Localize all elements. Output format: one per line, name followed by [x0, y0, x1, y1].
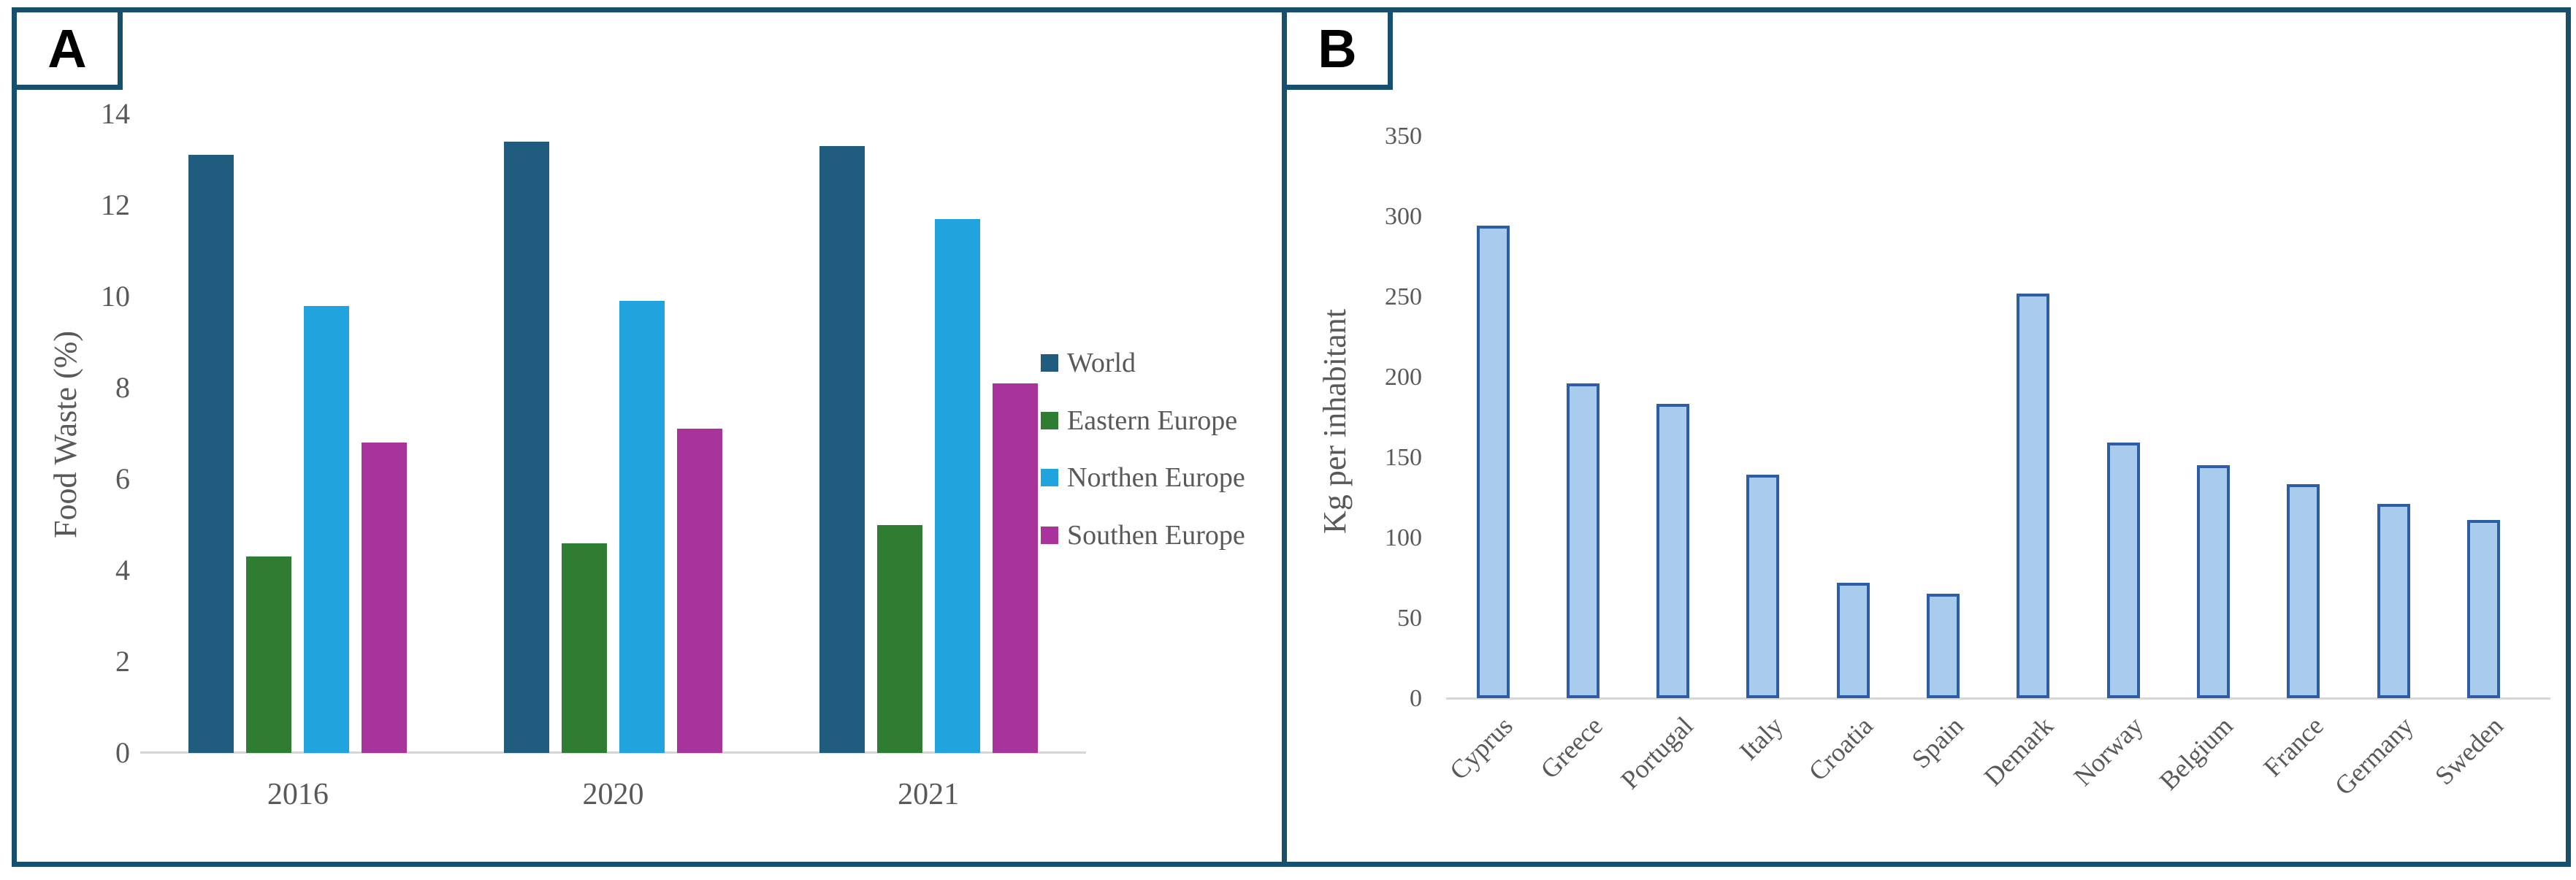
- panel-a-label: A: [47, 18, 87, 79]
- legend-item-southen-europe: Southen Europe: [1041, 519, 1245, 551]
- chart-a-y-tick-4: 4: [115, 554, 130, 586]
- chart-a-y-tick-14: 14: [101, 97, 130, 130]
- panel-a-label-box: A: [12, 7, 123, 90]
- panel-b: B Kg per inhabitant 0 50 100 150 200 250 300 35…: [1282, 7, 2571, 867]
- chart-a-x-label-2021: 2021: [898, 778, 960, 811]
- bar-southen-europe-2020: [677, 429, 722, 753]
- bar-italy: [1746, 475, 1780, 698]
- chart-a-y-tick-6: 6: [115, 462, 130, 495]
- legend-item-world: World: [1041, 347, 1136, 379]
- chart-a-y-tick-12: 12: [101, 188, 130, 221]
- bar-portugal: [1656, 404, 1690, 698]
- chart-b-y-tick-300: 300: [1385, 203, 1422, 230]
- chart-a-x-label-2016: 2016: [267, 778, 329, 811]
- bar-croatia: [1836, 582, 1870, 698]
- bar-sweden: [2466, 519, 2500, 698]
- legend-swatch-southen-europe: [1041, 526, 1058, 544]
- bar-spain: [1927, 594, 1960, 698]
- chart-a-y-tick-0: 0: [115, 736, 130, 769]
- bar-southen-europe-2021: [992, 383, 1038, 753]
- chart-a-y-tick-2: 2: [115, 645, 130, 678]
- panel-b-label-box: B: [1282, 7, 1393, 90]
- legend-swatch-world: [1041, 354, 1058, 372]
- chart-a-y-tick-10: 10: [101, 280, 130, 313]
- bar-cyprus: [1476, 226, 1510, 698]
- chart-b-y-tick-50: 50: [1397, 605, 1422, 632]
- bar-southen-europe-2016: [362, 443, 408, 753]
- bar-world-2021: [819, 145, 865, 753]
- legend-label-northen-europe: Northen Europe: [1067, 462, 1245, 493]
- chart-b-x-axis-line: [1446, 697, 2550, 700]
- legend-swatch-eastern-europe: [1041, 411, 1058, 429]
- bar-world-2020: [504, 141, 549, 753]
- legend-item-eastern-europe: Eastern Europe: [1041, 405, 1237, 437]
- bar-greece: [1566, 383, 1600, 698]
- bar-eastern-europe-2020: [562, 543, 607, 753]
- bar-norway: [2106, 443, 2140, 698]
- bar-eastern-europe-2016: [246, 556, 292, 753]
- chart-b-y-tick-150: 150: [1385, 444, 1422, 471]
- bar-belgium: [2196, 465, 2230, 698]
- bar-northen-europe-2021: [934, 218, 980, 753]
- bar-france: [2287, 484, 2320, 698]
- chart-b-y-tick-0: 0: [1410, 685, 1422, 712]
- bar-northen-europe-2020: [619, 301, 665, 753]
- chart-b-y-tick-100: 100: [1385, 524, 1422, 551]
- chart-a-x-axis-line: [140, 751, 1086, 754]
- chart-a-x-label-2020: 2020: [582, 778, 644, 811]
- legend-item-northen-europe: Northen Europe: [1041, 462, 1245, 494]
- bar-demark: [2017, 293, 2050, 698]
- legend-swatch-northen-europe: [1041, 469, 1058, 486]
- chart-a-y-axis-title: Food Waste (%): [47, 330, 83, 539]
- chart-b-y-tick-350: 350: [1385, 123, 1422, 150]
- bar-eastern-europe-2021: [876, 524, 922, 753]
- chart-b-y-axis-title: Kg per inhabitant: [1317, 309, 1353, 534]
- chart-b-y-tick-250: 250: [1385, 283, 1422, 310]
- bar-northen-europe-2016: [304, 305, 350, 753]
- legend-label-eastern-europe: Eastern Europe: [1067, 405, 1238, 436]
- panel-b-label: B: [1318, 18, 1357, 79]
- legend-label-world: World: [1067, 348, 1136, 378]
- legend-label-southen-europe: Southen Europe: [1067, 519, 1245, 551]
- panel-a: A Food Waste (%) 0 2 4 6 8 10 12 14 2016 2020 2021…: [12, 7, 1291, 867]
- chart-a-y-tick-8: 8: [115, 371, 130, 404]
- chart-b-y-tick-200: 200: [1385, 364, 1422, 391]
- bar-germany: [2377, 503, 2410, 698]
- bar-world-2016: [188, 155, 234, 753]
